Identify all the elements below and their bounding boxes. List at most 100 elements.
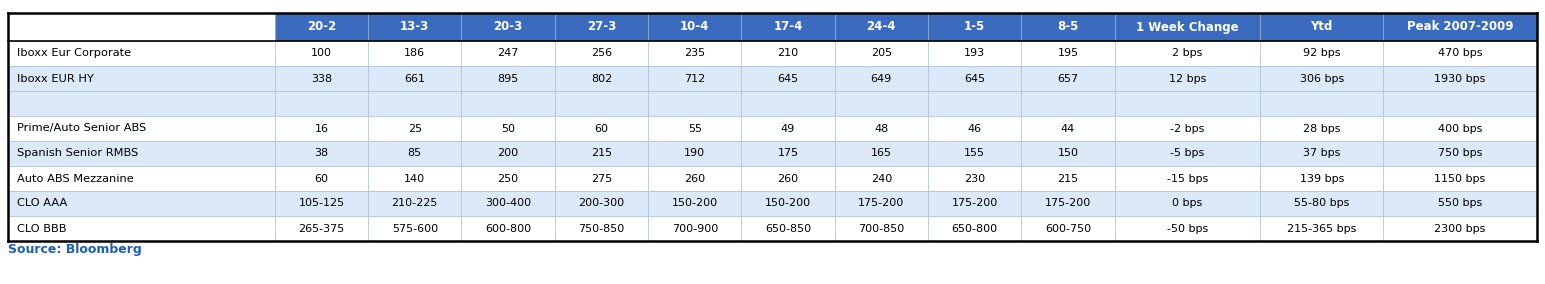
Text: 195: 195 bbox=[1057, 49, 1078, 59]
Text: 306 bps: 306 bps bbox=[1299, 74, 1344, 83]
Bar bbox=[1383, 66, 1537, 91]
Text: 215-365 bps: 215-365 bps bbox=[1287, 224, 1357, 233]
Bar bbox=[368, 216, 462, 241]
Text: 60: 60 bbox=[315, 174, 329, 183]
Bar bbox=[834, 13, 929, 41]
Bar bbox=[742, 13, 834, 41]
Text: 712: 712 bbox=[684, 74, 706, 83]
Text: 802: 802 bbox=[590, 74, 612, 83]
Text: Auto ABS Mezzanine: Auto ABS Mezzanine bbox=[17, 174, 134, 183]
Text: 49: 49 bbox=[780, 124, 796, 133]
Bar bbox=[368, 166, 462, 191]
Text: 186: 186 bbox=[405, 49, 425, 59]
Text: 600-750: 600-750 bbox=[1044, 224, 1091, 233]
Text: 48: 48 bbox=[874, 124, 888, 133]
Text: 37 bps: 37 bps bbox=[1302, 149, 1341, 158]
Text: Iboxx EUR HY: Iboxx EUR HY bbox=[17, 74, 94, 83]
Text: 0 bps: 0 bps bbox=[1173, 199, 1202, 208]
Text: 55: 55 bbox=[688, 124, 701, 133]
Text: 150-200: 150-200 bbox=[672, 199, 718, 208]
Bar bbox=[555, 141, 647, 166]
Bar bbox=[1021, 66, 1114, 91]
Text: 155: 155 bbox=[964, 149, 986, 158]
Text: 1930 bps: 1930 bps bbox=[1434, 74, 1486, 83]
Bar bbox=[742, 116, 834, 141]
Text: 215: 215 bbox=[590, 149, 612, 158]
Text: 650-850: 650-850 bbox=[765, 224, 811, 233]
Bar bbox=[275, 141, 368, 166]
Bar bbox=[275, 216, 368, 241]
Bar bbox=[1021, 41, 1114, 66]
Text: 38: 38 bbox=[315, 149, 329, 158]
Bar bbox=[1021, 91, 1114, 116]
Bar bbox=[1114, 191, 1261, 216]
Text: Ytd: Ytd bbox=[1310, 20, 1333, 34]
Text: 60: 60 bbox=[595, 124, 609, 133]
Text: 165: 165 bbox=[871, 149, 891, 158]
Text: 175: 175 bbox=[777, 149, 799, 158]
Text: 190: 190 bbox=[684, 149, 706, 158]
Bar bbox=[1261, 191, 1383, 216]
Bar bbox=[1261, 41, 1383, 66]
Bar bbox=[462, 166, 555, 191]
Text: 575-600: 575-600 bbox=[392, 224, 437, 233]
Text: 10-4: 10-4 bbox=[680, 20, 709, 34]
Bar bbox=[742, 41, 834, 66]
Bar bbox=[462, 91, 555, 116]
Bar bbox=[462, 13, 555, 41]
Bar bbox=[555, 166, 647, 191]
Bar bbox=[929, 141, 1021, 166]
Text: 205: 205 bbox=[871, 49, 891, 59]
Text: 12 bps: 12 bps bbox=[1170, 74, 1207, 83]
Bar bbox=[555, 91, 647, 116]
Bar bbox=[555, 66, 647, 91]
Bar bbox=[368, 191, 462, 216]
Text: 150-200: 150-200 bbox=[765, 199, 811, 208]
Bar bbox=[8, 116, 275, 141]
Text: 230: 230 bbox=[964, 174, 986, 183]
Bar bbox=[1114, 141, 1261, 166]
Text: 24-4: 24-4 bbox=[867, 20, 896, 34]
Bar bbox=[1261, 216, 1383, 241]
Bar bbox=[1383, 141, 1537, 166]
Bar bbox=[1114, 216, 1261, 241]
Bar bbox=[8, 13, 275, 41]
Text: Peak 2007-2009: Peak 2007-2009 bbox=[1407, 20, 1513, 34]
Bar bbox=[647, 66, 742, 91]
Bar bbox=[929, 66, 1021, 91]
Text: 200: 200 bbox=[497, 149, 519, 158]
Text: 700-850: 700-850 bbox=[857, 224, 904, 233]
Text: 645: 645 bbox=[777, 74, 799, 83]
Text: 27-3: 27-3 bbox=[587, 20, 616, 34]
Text: 85: 85 bbox=[408, 149, 422, 158]
Text: 750-850: 750-850 bbox=[578, 224, 624, 233]
Text: 215: 215 bbox=[1057, 174, 1078, 183]
Bar bbox=[1383, 191, 1537, 216]
Text: 338: 338 bbox=[311, 74, 332, 83]
Text: 260: 260 bbox=[684, 174, 706, 183]
Text: 895: 895 bbox=[497, 74, 519, 83]
Bar bbox=[742, 166, 834, 191]
Text: 50: 50 bbox=[501, 124, 514, 133]
Bar bbox=[368, 13, 462, 41]
Text: 20-2: 20-2 bbox=[307, 20, 337, 34]
Text: 750 bps: 750 bps bbox=[1438, 149, 1482, 158]
Text: 25: 25 bbox=[408, 124, 422, 133]
Text: -5 bps: -5 bps bbox=[1171, 149, 1205, 158]
Text: 247: 247 bbox=[497, 49, 519, 59]
Text: 100: 100 bbox=[311, 49, 332, 59]
Text: 649: 649 bbox=[871, 74, 891, 83]
Bar bbox=[742, 191, 834, 216]
Text: 175-200: 175-200 bbox=[952, 199, 998, 208]
Text: 661: 661 bbox=[405, 74, 425, 83]
Text: 235: 235 bbox=[684, 49, 706, 59]
Bar bbox=[8, 141, 275, 166]
Bar bbox=[1114, 13, 1261, 41]
Text: 105-125: 105-125 bbox=[298, 199, 345, 208]
Bar bbox=[742, 216, 834, 241]
Text: 13-3: 13-3 bbox=[400, 20, 430, 34]
Bar bbox=[275, 41, 368, 66]
Bar bbox=[1261, 91, 1383, 116]
Bar bbox=[647, 41, 742, 66]
Text: 139 bps: 139 bps bbox=[1299, 174, 1344, 183]
